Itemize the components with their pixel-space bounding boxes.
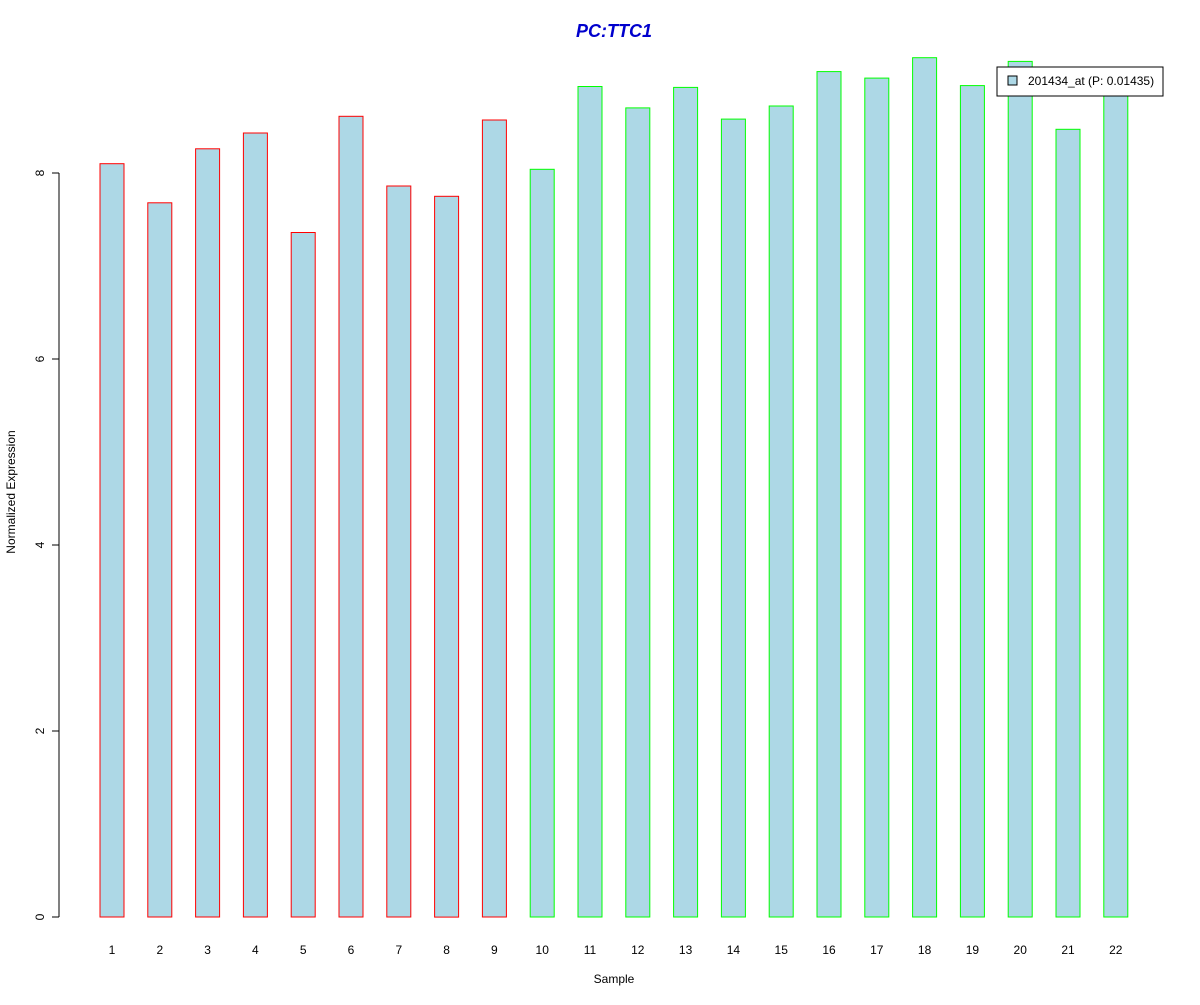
x-tick-label: 15 [775, 943, 789, 957]
legend-box [996, 66, 1164, 97]
bar-sample-17 [864, 77, 890, 918]
x-tick-label: 5 [300, 943, 307, 957]
bar-sample-12 [625, 107, 651, 918]
bar-sample-4 [242, 132, 268, 918]
y-tick-label: 8 [33, 169, 47, 176]
bars-layer [99, 57, 1129, 918]
y-tick-label: 2 [33, 727, 47, 734]
bar-sample-6 [338, 115, 364, 918]
legend: 201434_at (P: 0.01435) [996, 66, 1164, 97]
chart-title: PC:TTC1 [576, 21, 652, 41]
bar-sample-5 [290, 232, 316, 918]
x-tick-label: 9 [491, 943, 498, 957]
x-tick-label: 1 [109, 943, 116, 957]
x-tick-label: 19 [966, 943, 980, 957]
bar-sample-8 [434, 195, 460, 918]
bar-sample-2 [147, 202, 173, 918]
bar-sample-14 [720, 118, 746, 918]
bar-sample-10 [529, 168, 555, 918]
x-tick-label: 13 [679, 943, 693, 957]
x-tick-label: 12 [631, 943, 645, 957]
x-tick-label: 3 [204, 943, 211, 957]
y-axis: 0 2 4 6 8 [33, 169, 60, 920]
bar-sample-20 [1007, 60, 1033, 918]
y-axis-title: Normalized Expression [4, 430, 18, 553]
x-tick-label: 14 [727, 943, 741, 957]
x-tick-label: 6 [348, 943, 355, 957]
x-tick-label: 17 [870, 943, 884, 957]
bar-sample-3 [195, 148, 221, 918]
bar-sample-16 [816, 71, 842, 918]
bar-sample-11 [577, 86, 603, 918]
x-tick-label: 16 [822, 943, 836, 957]
x-tick-labels: 1 2 3 4 5 6 7 8 9 10 11 12 13 14 15 16 17 18 19 20 21 22 [109, 943, 1123, 957]
x-tick-label: 7 [395, 943, 402, 957]
bar-sample-13 [673, 86, 699, 918]
x-tick-label: 11 [584, 943, 597, 957]
x-tick-label: 4 [252, 943, 259, 957]
bar-sample-15 [768, 105, 794, 918]
legend-label: 201434_at (P: 0.01435) [1028, 74, 1154, 88]
x-tick-label: 22 [1109, 943, 1123, 957]
x-tick-label: 10 [536, 943, 550, 957]
x-axis-title: Sample [594, 972, 635, 986]
x-tick-label: 21 [1061, 943, 1075, 957]
y-tick-label: 6 [33, 355, 47, 362]
x-tick-label: 8 [443, 943, 450, 957]
bar-sample-19 [959, 85, 985, 918]
bar-sample-18 [912, 57, 938, 918]
x-tick-label: 2 [156, 943, 163, 957]
legend-swatch [1007, 75, 1018, 86]
x-tick-label: 18 [918, 943, 932, 957]
bar-sample-22 [1103, 82, 1129, 918]
bar-sample-1 [99, 163, 125, 918]
y-tick-label: 4 [33, 541, 47, 548]
x-tick-label: 20 [1014, 943, 1028, 957]
bar-sample-9 [481, 119, 507, 918]
y-tick-label: 0 [33, 913, 47, 920]
bar-sample-7 [386, 185, 412, 918]
bar-sample-21 [1055, 128, 1081, 918]
